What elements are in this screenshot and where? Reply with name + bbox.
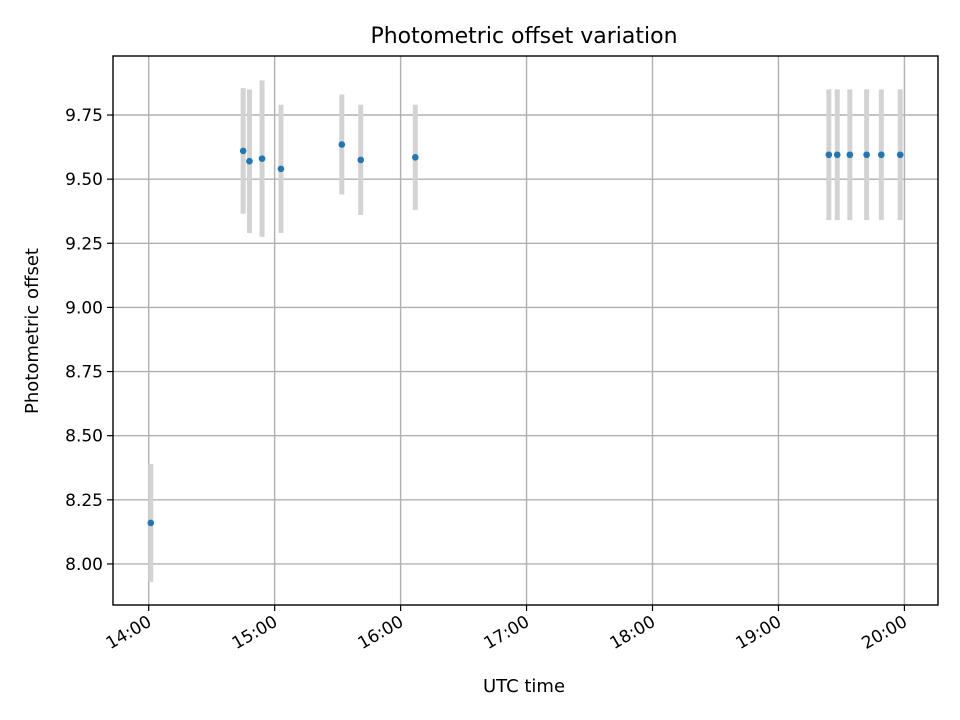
y-tick-label: 8.00 <box>65 555 103 575</box>
data-point <box>825 151 833 159</box>
x-tick-label: 20:00 <box>858 612 910 654</box>
grid-layer <box>113 56 938 605</box>
data-point <box>878 151 885 159</box>
x-tick-label: 16:00 <box>355 612 407 654</box>
y-axis-label: Photometric offset <box>22 248 43 414</box>
data-point <box>147 519 155 527</box>
x-tick-label: 17:00 <box>481 612 533 654</box>
data-point <box>277 165 285 173</box>
data-layer <box>147 80 904 582</box>
y-tick-label: 8.25 <box>65 491 103 511</box>
y-tick-label: 9.50 <box>65 170 103 190</box>
y-tick-label: 8.75 <box>65 363 103 383</box>
y-tick-label: 8.50 <box>65 427 103 447</box>
data-point <box>239 147 247 155</box>
x-tick-label: 19:00 <box>733 612 785 654</box>
x-tick-label: 18:00 <box>607 612 659 654</box>
y-tick-label: 9.00 <box>65 298 103 318</box>
x-tick-label: 15:00 <box>229 612 281 654</box>
plot-frame <box>112 55 939 606</box>
data-point <box>411 154 419 161</box>
data-point <box>863 151 870 159</box>
data-point <box>338 141 346 148</box>
data-point <box>846 151 854 159</box>
data-point <box>896 151 904 159</box>
data-point <box>246 157 253 165</box>
chart-title: Photometric offset variation <box>370 24 677 49</box>
data-point <box>258 155 266 162</box>
data-point <box>833 151 841 159</box>
tick-layer: 14:00 15:00 16:00 17:00 18:00 19:00 20:00 8.00 8… <box>65 106 911 654</box>
x-axis-label: UTC time <box>483 676 565 697</box>
x-tick-label: 14:00 <box>103 612 155 654</box>
y-tick-label: 9.75 <box>65 106 103 126</box>
data-point <box>357 156 365 164</box>
y-tick-label: 9.25 <box>65 234 103 254</box>
